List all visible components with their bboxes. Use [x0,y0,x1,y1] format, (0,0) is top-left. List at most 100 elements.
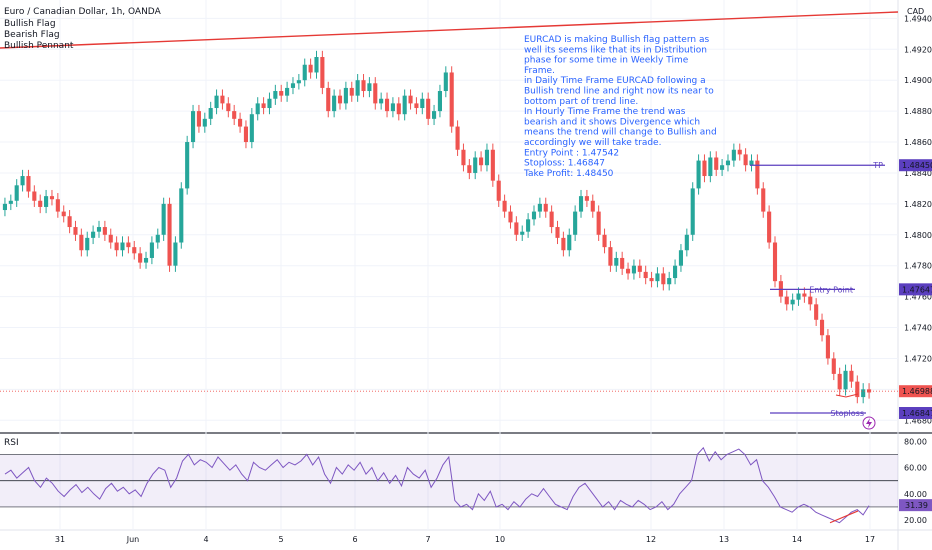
candle [149,236,154,265]
candle-body [825,335,830,359]
candle [379,92,384,110]
candle [784,290,789,311]
candle [420,92,425,115]
candle [649,271,654,288]
candle-body [238,118,243,127]
rsi-tick: 80.00 [904,437,927,446]
candle [290,77,296,95]
candle [673,259,678,285]
rsi-current-badge [899,499,932,512]
candle [731,143,736,167]
candle [208,101,213,126]
candle-body [625,268,631,274]
candle [114,236,119,257]
note-line: well its seems like that its in Distribu… [524,45,707,55]
candle-body [731,149,736,161]
candle-body [73,227,78,235]
candle-body [543,203,548,212]
candle-body [132,247,137,254]
candle-body [561,237,566,251]
level-price-label: 1.46847 [902,409,932,418]
candle [479,151,484,172]
currency-label: CAD [907,7,924,16]
candle [867,383,872,399]
candle [91,225,96,245]
candle-body [414,103,419,109]
legend-bullish-pennant: Bullish Pennant [4,41,74,51]
candle [625,262,631,280]
candle [173,236,178,272]
level-label: Stoploss [830,409,864,418]
candle [61,205,66,223]
price-tick: 1.48200 [904,200,932,209]
candle [831,352,836,381]
candle [126,236,131,254]
candle [308,58,313,79]
candle [849,364,854,388]
time-tick: 31 [55,535,65,544]
candle [220,89,225,110]
candle [8,194,13,211]
candle-body [38,200,43,207]
candle-body [273,91,278,99]
level-label: TP [872,161,883,170]
candle-body [643,271,648,279]
lightning-icon[interactable] [862,416,876,430]
candle [614,251,619,272]
candle-body [185,142,190,189]
candle-body [85,237,90,251]
candle [26,169,31,198]
candle-body [426,98,431,119]
candle [337,89,343,110]
candle-body [702,160,707,177]
legend-bullish-flag: Bullish Flag [4,19,56,29]
price-tick: 1.46800 [904,416,932,425]
candle-body [214,95,219,109]
candle-body [537,203,542,212]
note-line: In Hourly Time Frame the trend was [524,107,686,117]
candle-body [837,373,842,390]
price-tick: 1.49400 [904,14,932,23]
candle [561,231,566,257]
candle-body [361,80,366,92]
candle [467,159,472,180]
time-tick: 14 [792,535,802,544]
candle [73,220,78,241]
candle [702,154,707,183]
candle [232,104,237,126]
candle-body [249,114,254,143]
candle-body [343,87,348,104]
analysis-note: EURCAD is making Bullish flag pattern as… [523,35,717,179]
candle [543,197,548,218]
candle [631,259,636,280]
note-line: EURCAD is making Bullish flag pattern as [524,35,709,45]
candle [526,213,531,238]
candle-body [232,111,237,119]
candle-body [91,231,96,238]
candle [578,189,584,218]
candle-body [849,370,854,382]
divergence-line-price [835,393,859,398]
candle [837,367,842,396]
chart-title: Euro / Canadian Dollar, 1h, OANDA [4,7,162,17]
candle-body [143,257,149,263]
rsi-line [4,446,870,524]
candle-body [696,160,701,189]
candle-body [220,95,225,104]
time-axis: 31 Jun 4 5 6 7 10 12 13 14 17 [55,535,875,544]
candle-body [208,108,213,119]
current-price-badge [899,385,932,398]
drawings: TP Entry Point Stoploss [0,11,899,418]
candle [302,58,307,87]
candle [602,228,607,254]
candle [185,135,190,195]
candle-body [396,103,401,115]
candle-body [737,149,742,155]
candle [808,290,813,311]
candle [502,194,507,218]
candle-body [755,160,760,189]
candle [32,185,37,207]
candle-body [831,358,836,374]
candle-body [61,211,66,217]
